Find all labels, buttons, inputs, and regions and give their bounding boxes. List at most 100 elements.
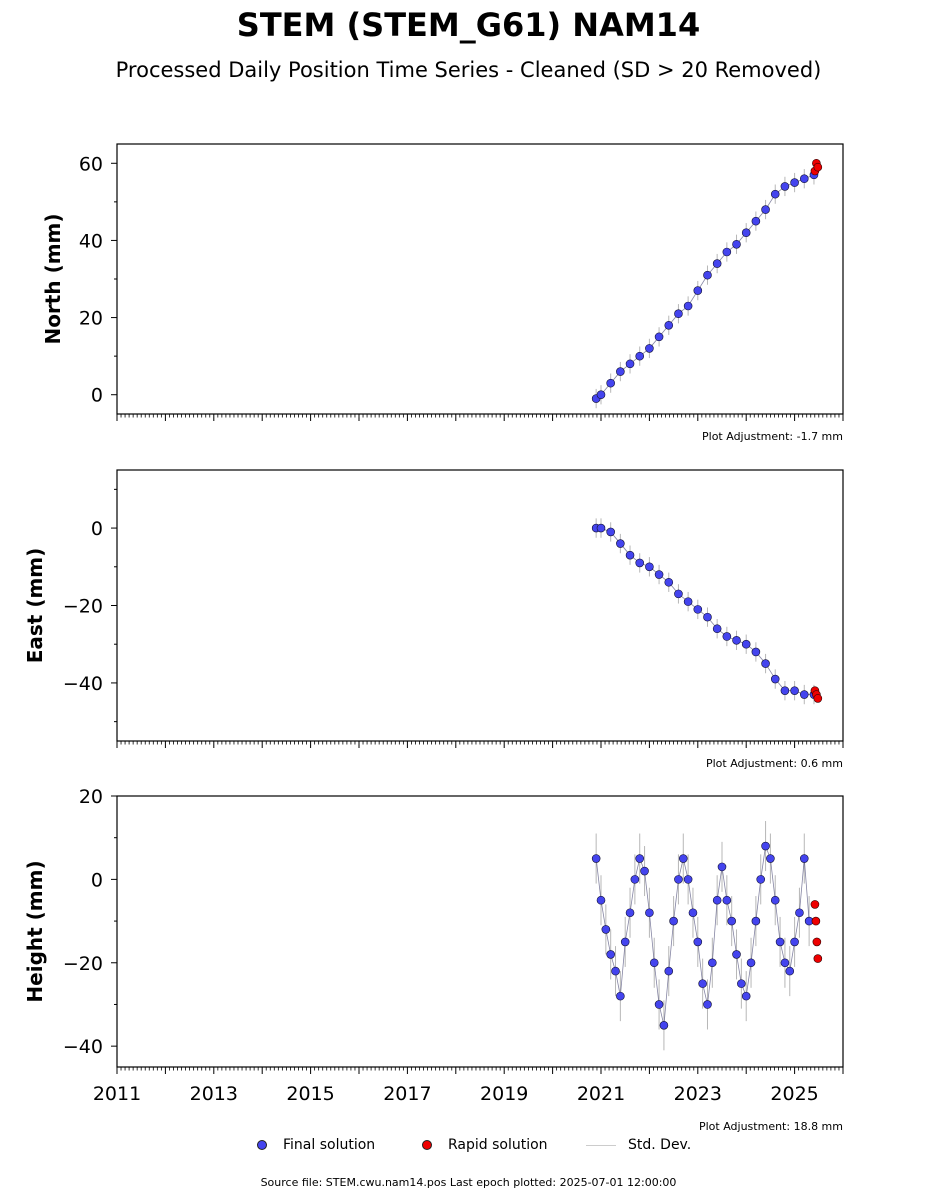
- height-final-point: [727, 916, 736, 926]
- north-plot-adjustment: Plot Adjustment: -1.7 mm: [702, 430, 843, 443]
- east-final-point: [596, 523, 606, 533]
- north-final-point: [703, 270, 712, 280]
- height-final-point: [659, 1021, 669, 1030]
- legend-stddev-label: Std. Dev.: [628, 1137, 692, 1153]
- east-final-point: [693, 605, 703, 614]
- north-axes-frame: [116, 143, 844, 415]
- height-final-point: [722, 895, 732, 905]
- height-final-point: [654, 1000, 664, 1009]
- height-final-point: [741, 991, 751, 1001]
- east-y-tick-label: 0: [91, 518, 103, 540]
- height-final-point: [775, 937, 785, 947]
- east-y-tick-label: −20: [63, 596, 103, 618]
- east-final-point: [732, 636, 741, 645]
- height-final-point: [664, 966, 674, 976]
- height-plot-adjustment: Plot Adjustment: 18.8 mm: [699, 1120, 843, 1133]
- north-final-point: [722, 247, 732, 257]
- legend: Final solution Rapid solution Std. Dev.: [0, 1137, 937, 1159]
- east-final-point: [664, 577, 674, 587]
- height-final-point: [770, 895, 780, 905]
- height-final-point: [712, 895, 722, 905]
- height-final-point: [746, 958, 756, 968]
- east-y-axis-label: East (mm): [23, 548, 47, 664]
- east-final-point: [751, 647, 761, 657]
- north-final-point: [664, 320, 674, 330]
- height-final-point: [640, 866, 649, 876]
- north-final-point: [780, 182, 790, 191]
- east-axes-frame: [116, 469, 844, 742]
- east-final-point: [616, 539, 625, 548]
- height-final-point: [645, 908, 654, 918]
- north-final-point: [790, 178, 799, 187]
- std-dev-marker: [586, 1144, 616, 1146]
- north-rapid-point: [813, 162, 823, 172]
- north-final-point: [654, 332, 664, 342]
- north-final-point: [799, 174, 809, 184]
- height-final-point: [737, 979, 746, 988]
- height-final-point: [780, 958, 790, 968]
- north-final-point: [674, 309, 683, 319]
- height-axes-frame: [116, 795, 844, 1068]
- north-final-point: [751, 216, 761, 226]
- east-final-point: [722, 632, 732, 641]
- final-solution-marker: [257, 1140, 267, 1150]
- north-y-axis-label: North (mm): [41, 213, 65, 344]
- east-final-point: [799, 690, 809, 699]
- height-final-point: [606, 950, 615, 959]
- east-final-point: [635, 558, 645, 568]
- east-final-point: [770, 674, 780, 684]
- height-final-point: [630, 875, 640, 884]
- north-final-point: [770, 189, 780, 199]
- north-final-point: [645, 344, 654, 353]
- legend-stddev: Std. Dev.: [586, 1137, 691, 1153]
- height-final-point: [751, 916, 761, 926]
- height-final-point: [708, 958, 717, 968]
- height-y-tick-label: −40: [63, 1036, 103, 1058]
- height-final-point: [790, 937, 799, 947]
- height-final-point: [756, 875, 766, 884]
- north-final-point: [616, 367, 625, 376]
- height-y-axis-label: Height (mm): [23, 860, 47, 1002]
- north-final-point: [625, 359, 635, 369]
- height-final-point: [799, 854, 809, 863]
- x-tick-label: 2025: [770, 1083, 818, 1105]
- east-plot-adjustment: Plot Adjustment: 0.6 mm: [706, 757, 843, 770]
- height-rapid-point: [811, 916, 821, 926]
- east-final-point: [683, 597, 693, 606]
- height-final-point: [620, 937, 630, 947]
- legend-rapid-label: Rapid solution: [448, 1137, 548, 1153]
- height-final-point: [611, 966, 620, 976]
- height-final-point: [683, 875, 693, 884]
- legend-final: Final solution: [257, 1137, 375, 1153]
- north-y-tick-label: 60: [79, 153, 103, 175]
- east-final-point: [712, 624, 722, 634]
- height-final-point: [698, 979, 707, 988]
- north-final-point: [606, 378, 615, 388]
- east-rapid-point: [813, 694, 823, 703]
- east-final-point: [761, 659, 770, 668]
- east-final-point: [654, 570, 664, 579]
- east-final-point: [703, 612, 712, 622]
- height-final-point: [678, 854, 688, 863]
- height-final-point: [674, 875, 683, 884]
- east-final-point: [606, 527, 615, 537]
- north-final-point: [741, 228, 751, 238]
- height-final-point: [625, 908, 635, 918]
- x-tick-label: 2021: [577, 1083, 625, 1105]
- x-tick-label: 2023: [674, 1083, 722, 1105]
- height-final-point: [761, 841, 770, 851]
- source-note: Source file: STEM.cwu.nam14.pos Last epo…: [260, 1176, 677, 1189]
- height-final-point: [596, 895, 606, 905]
- east-final-point: [741, 639, 751, 649]
- height-final-point: [703, 1000, 712, 1009]
- height-rapid-point: [810, 900, 820, 909]
- height-final-point: [635, 854, 645, 863]
- north-y-tick-label: 40: [79, 230, 103, 252]
- east-final-point: [790, 686, 799, 695]
- height-final-point: [732, 950, 741, 959]
- height-y-tick-label: 20: [79, 786, 103, 808]
- height-y-tick-label: −20: [63, 953, 103, 975]
- north-final-point: [683, 301, 693, 311]
- east-final-point: [625, 550, 635, 560]
